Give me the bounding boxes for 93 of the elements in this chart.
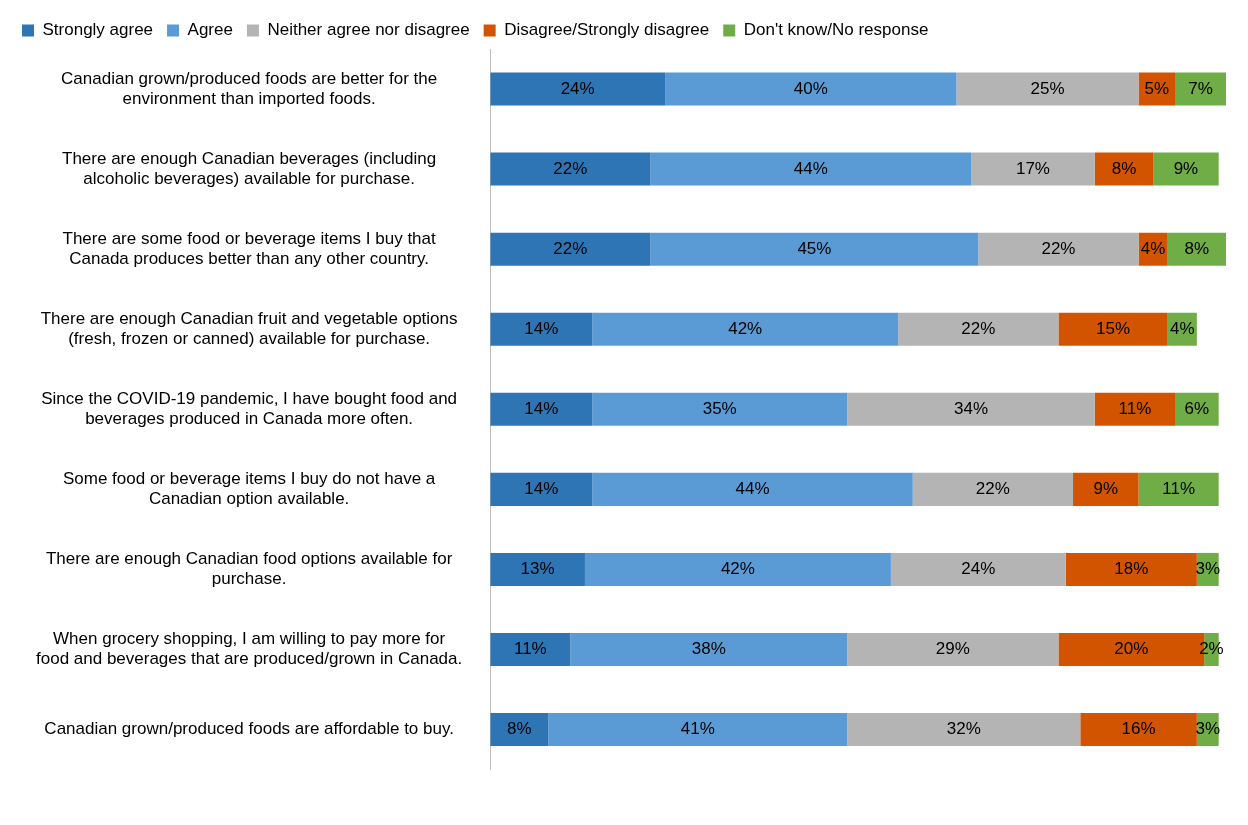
bar (650, 152, 972, 186)
data-label: 42% (720, 559, 755, 579)
bar (1153, 152, 1219, 186)
data-label: 22% (961, 318, 996, 338)
data-label: 8% (507, 719, 532, 739)
data-label: 24% (961, 559, 996, 579)
data-label: 22% (1041, 238, 1076, 258)
data-label: 14% (524, 479, 559, 499)
data-label: 14% (524, 398, 559, 418)
bar (898, 312, 1059, 346)
y-tick-label: There are enough Canadian fruit and vegetable options (fresh, frozen or canned) available for purchase. (40, 308, 458, 349)
bar (847, 392, 1095, 426)
data-label: 25% (1030, 78, 1065, 98)
bar (956, 72, 1139, 106)
data-label: 9% (1173, 158, 1199, 178)
bar (584, 552, 891, 586)
data-label: 9% (1093, 479, 1119, 499)
data-label: 29% (935, 639, 970, 659)
data-label: 44% (793, 158, 828, 178)
bar (1094, 392, 1176, 426)
bar (1080, 713, 1197, 747)
bar (592, 312, 899, 346)
bar (570, 632, 848, 667)
bar (490, 232, 651, 266)
bar (490, 392, 593, 426)
data-label: 35% (702, 398, 737, 418)
data-label: 20% (1114, 639, 1149, 659)
y-tick-label: Some food or beverage items I buy do not have a Canadian option available. (62, 468, 436, 509)
bar (490, 472, 593, 506)
bar (592, 472, 913, 506)
data-label: 22% (553, 238, 588, 258)
legend-label: Agree (187, 20, 233, 40)
data-label: 40% (793, 78, 828, 98)
data-label: 41% (680, 719, 715, 739)
data-label: 13% (520, 559, 555, 579)
data-label: 45% (797, 238, 832, 258)
y-tick-label: Since the COVID-19 pandemic, I have bought food and beverages produced in Canada more often. (41, 388, 458, 429)
bar (490, 152, 651, 186)
bar (1167, 232, 1226, 266)
bar (592, 392, 848, 426)
bar (490, 552, 585, 586)
bar (490, 72, 666, 106)
bar (490, 312, 593, 346)
data-label: 11% (1162, 479, 1196, 499)
legend-label: Don't know/No response (743, 20, 929, 40)
bar (847, 632, 1059, 667)
data-label: 11% (1118, 398, 1152, 418)
bar (971, 152, 1095, 186)
bar (1094, 152, 1154, 186)
y-tick-label: When grocery shopping, I am willing to pay more for food and beverages that are produced/grown in Canada. (36, 628, 463, 669)
bar (1058, 312, 1168, 346)
y-tick-label: Canadian grown/produced foods are better for the environment than imported foods. (61, 68, 438, 108)
data-label: 18% (1114, 559, 1149, 579)
data-label: 34% (954, 398, 989, 418)
y-tick-label: There are enough Canadian food options available for purchase. (45, 548, 453, 589)
data-label: 22% (975, 479, 1010, 499)
data-label: 17% (1015, 158, 1050, 178)
legend-label: Strongly agree (42, 20, 154, 40)
bar (490, 632, 571, 667)
legend-label: Neither agree nor disagree (267, 20, 470, 40)
y-tick-label: There are some food or beverage items I buy that Canada produces better than any other country. (62, 228, 437, 269)
bar (912, 472, 1074, 506)
bar (1065, 552, 1197, 586)
bar (548, 713, 848, 747)
data-label: 4% (1170, 318, 1195, 338)
data-label: 5% (1144, 78, 1170, 98)
data-label: 8% (1111, 158, 1137, 178)
bar (1138, 472, 1219, 506)
bar (1073, 472, 1139, 506)
bar (665, 72, 957, 106)
bar (490, 713, 549, 747)
data-label: 14% (524, 318, 559, 338)
y-tick-label: Canadian grown/produced foods are affordable to buy. (44, 719, 454, 739)
data-label: 32% (946, 719, 981, 739)
legend-label: Disagree/Strongly disagree (504, 20, 710, 40)
bar (890, 552, 1066, 586)
data-label: 8% (1184, 238, 1210, 258)
data-label: 42% (728, 318, 763, 338)
data-label: 22% (553, 158, 588, 178)
data-label: 15% (1096, 318, 1131, 338)
data-label: 6% (1184, 398, 1210, 418)
data-label: 7% (1188, 78, 1213, 98)
data-label: 16% (1121, 719, 1156, 739)
bar (1175, 72, 1226, 106)
data-label: 11% (513, 639, 547, 659)
data-label: 4% (1140, 238, 1166, 258)
bar (650, 232, 979, 266)
data-label: 38% (691, 639, 726, 659)
y-tick-label: There are enough Canadian beverages (including alcoholic beverages) available for purchase. (61, 148, 437, 188)
data-label: 44% (735, 479, 770, 499)
bar (978, 232, 1139, 266)
data-label: 24% (560, 78, 595, 98)
bar (847, 713, 1081, 747)
